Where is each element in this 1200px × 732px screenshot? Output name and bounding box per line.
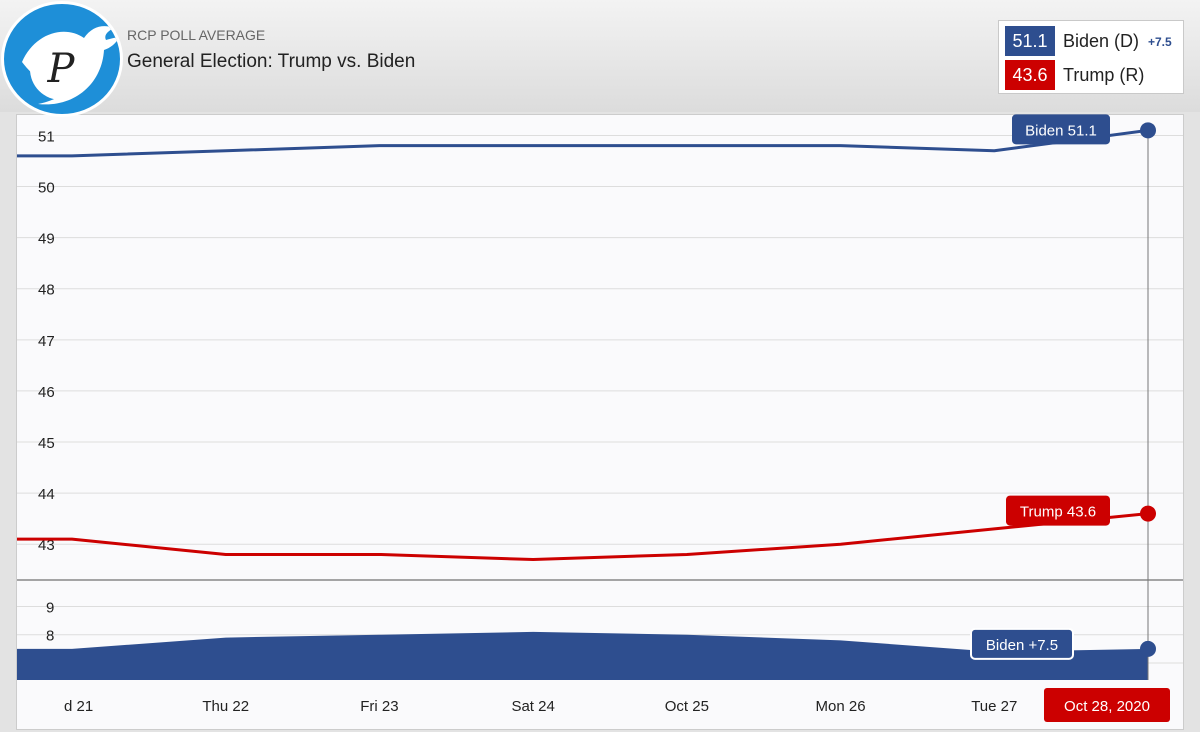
- legend: 51.1 Biden (D) +7.5 43.6 Trump (R): [998, 20, 1184, 94]
- main-y-tick-label: 50: [38, 180, 55, 197]
- main-y-tick-label: 44: [38, 486, 55, 503]
- main-y-tick-label: 49: [38, 231, 55, 248]
- sub-y-tick-label: 9: [46, 599, 54, 616]
- logo-badge: P: [1, 1, 123, 117]
- main-y-tick-label: 43: [38, 537, 55, 554]
- x-tick-label: Mon 26: [816, 698, 866, 715]
- plot-marks: [17, 128, 1149, 680]
- x-tick-label: d 21: [64, 698, 93, 715]
- spread-endpoint: [1140, 640, 1156, 657]
- biden-callout-box: [1012, 114, 1110, 145]
- plot-area: [16, 114, 1184, 730]
- legend-biden-name: Biden (D): [1063, 31, 1140, 51]
- chart-eyebrow: RCP POLL AVERAGE: [127, 27, 266, 43]
- trump-callout-box: [1006, 495, 1110, 526]
- spread-callout-label: Biden +7.5: [986, 637, 1058, 654]
- chart-title: General Election: Trump vs. Biden: [127, 51, 416, 72]
- main-y-tick-label: 48: [38, 282, 55, 299]
- main-y-tick-label: 45: [38, 435, 55, 452]
- crosshair-date-box: [1044, 688, 1170, 722]
- main-y-tick-label: 51: [38, 128, 55, 145]
- trump-line: [17, 512, 1149, 562]
- x-tick-label: Fri 23: [360, 698, 398, 715]
- main-y-tick-label: 46: [38, 384, 55, 401]
- trump-callout-label: Trump 43.6: [1020, 504, 1096, 521]
- legend-trump-value: 43.6: [1005, 60, 1055, 90]
- biden-callout-label: Biden 51.1: [1025, 122, 1097, 139]
- spread-callout-box: [970, 627, 1074, 660]
- x-tick-label: Oct 25: [665, 698, 709, 715]
- legend-biden-spread: +7.5: [1148, 35, 1172, 49]
- biden-endpoint: [1140, 122, 1156, 139]
- biden-line: [17, 128, 1149, 158]
- spread-area: [17, 631, 1148, 680]
- legend-biden-value: 51.1: [1005, 26, 1055, 56]
- x-tick-label: Sat 24: [511, 698, 554, 715]
- main-y-tick-label: 47: [38, 333, 55, 350]
- x-tick-label: Thu 22: [202, 698, 249, 715]
- monogram: P: [30, 38, 92, 100]
- sub-y-tick-label: 8: [46, 628, 54, 645]
- trump-endpoint: [1140, 505, 1156, 522]
- crosshair-date-label: Oct 28, 2020: [1064, 698, 1150, 715]
- legend-trump-name: Trump (R): [1063, 65, 1145, 85]
- x-tick-label: Tue 27: [971, 698, 1017, 715]
